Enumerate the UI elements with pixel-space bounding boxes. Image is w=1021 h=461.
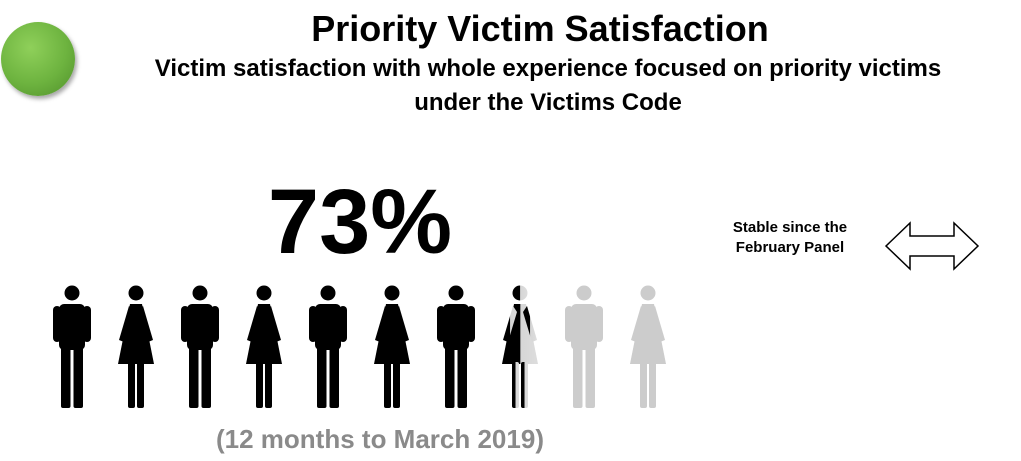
male-figure-icon bbox=[437, 285, 475, 408]
male-figure-icon bbox=[309, 285, 347, 408]
page-subtitle: Victim satisfaction with whole experienc… bbox=[154, 55, 942, 116]
status-indicator bbox=[1, 22, 75, 96]
trend-label: Stable since the February Panel bbox=[732, 219, 848, 256]
people-icon-row bbox=[52, 284, 692, 415]
female-figure-icon bbox=[630, 285, 666, 408]
female-figure-icon bbox=[118, 285, 154, 408]
male-figure-icon bbox=[181, 285, 219, 408]
page-title: Priority Victim Satisfaction bbox=[311, 8, 769, 49]
male-figure-icon bbox=[53, 285, 91, 408]
headline-percentage: 73% bbox=[267, 171, 453, 273]
female-figure-icon bbox=[246, 285, 282, 408]
people-pictogram bbox=[53, 285, 666, 408]
double-headed-arrow-icon bbox=[884, 220, 980, 277]
female-figure-icon bbox=[502, 285, 538, 408]
male-figure-icon bbox=[565, 285, 603, 408]
time-period-label: (12 months to March 2019) bbox=[216, 424, 544, 454]
female-figure-icon bbox=[374, 285, 410, 408]
